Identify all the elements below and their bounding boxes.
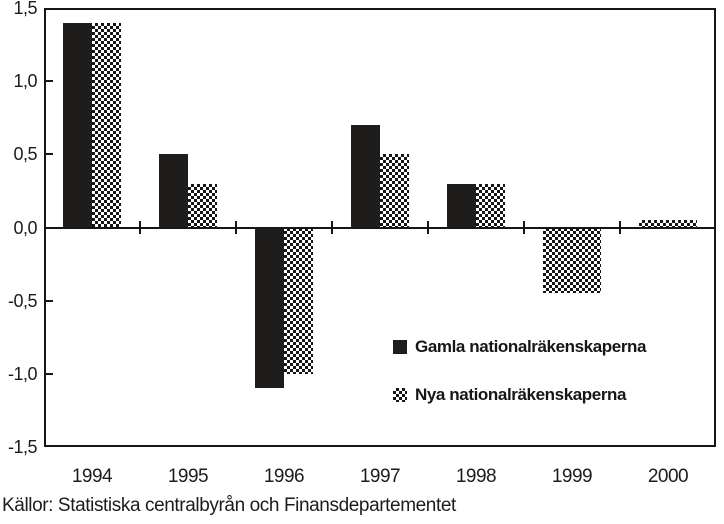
y-axis-tick [44,153,53,156]
bar-1997-gamla [351,125,380,228]
bar-1996-gamla [255,227,284,389]
y-tick-label: -0,5 [7,290,38,311]
category-boundary-tick [331,221,333,234]
bar-1995-nya [188,183,217,228]
bar-1995-gamla [159,154,188,228]
y-tick-label: 0,0 [13,217,37,238]
category-boundary-tick [235,221,237,234]
legend-item-nya: Nya nationalräkenskaperna [393,385,646,405]
zero-axis-line [44,226,716,229]
x-tick-label-1999: 1999 [551,466,593,487]
x-tick-label-1997: 1997 [359,466,401,487]
y-tick-label: 1,0 [13,71,37,92]
y-tick-label: -1,5 [7,437,38,457]
y-tick-label: 0,5 [13,144,37,165]
legend-swatch-checker-icon [393,388,407,402]
y-tick-label: 1,5 [13,0,37,18]
x-tick-label-1994: 1994 [71,466,113,487]
bar-1998-gamla [447,183,476,228]
y-axis-tick [44,299,53,302]
legend-item-gamla: Gamla nationalräkenskaperna [393,337,646,357]
category-boundary-tick [619,221,621,234]
x-tick-label-1996: 1996 [263,466,305,487]
bar-1994-nya [92,22,121,228]
source-note: Källor: Statistiska centralbyrån och Fin… [2,495,456,516]
x-tick-label-1998: 1998 [455,466,497,487]
plot-area [44,8,716,447]
legend-swatch-solid-icon [393,340,407,354]
legend-label-gamla: Gamla nationalräkenskaperna [415,337,647,356]
x-tick-label-1995: 1995 [167,466,209,487]
bar-1996-nya [284,227,313,374]
legend: Gamla nationalräkenskaperna Nya national… [393,337,646,433]
y-tick-label: -1,0 [7,363,38,384]
y-axis-tick [44,372,53,375]
category-boundary-tick [427,221,429,234]
plot-layers [44,8,716,447]
bar-1994-gamla [63,22,92,228]
bar-1999-nya [543,227,601,294]
x-tick-label-2000: 2000 [647,466,689,487]
bar-1997-nya [380,154,409,228]
bar-2000-nya [639,220,697,228]
bar-1998-nya [476,183,505,228]
category-boundary-tick [139,221,141,234]
y-axis-tick [44,80,53,83]
legend-label-nya: Nya nationalräkenskaperna [415,385,627,404]
category-boundary-tick [523,221,525,234]
